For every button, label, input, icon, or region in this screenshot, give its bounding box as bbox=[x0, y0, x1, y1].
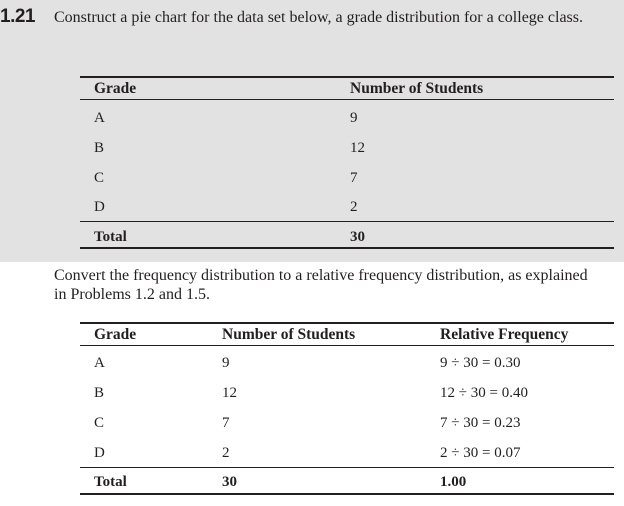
header-rule bbox=[80, 99, 614, 100]
table-cell-relative: 7 ÷ 30 = 0.23 bbox=[440, 415, 521, 431]
explanation-text: Convert the frequency distribution to a … bbox=[54, 267, 588, 303]
total-relative: 1.00 bbox=[440, 474, 467, 490]
table-bottom-rule bbox=[80, 247, 614, 249]
problem-statement: Construct a pie chart for the data set b… bbox=[54, 9, 583, 26]
table-cell-students: 12 bbox=[350, 140, 365, 156]
column-header-grade: Grade bbox=[94, 326, 137, 343]
table-cell-grade: C bbox=[94, 415, 105, 431]
total-label: Total bbox=[94, 474, 127, 490]
table-cell-grade: A bbox=[94, 355, 105, 371]
column-header-relative-frequency: Relative Frequency bbox=[440, 326, 569, 343]
table-cell-relative: 12 ÷ 30 = 0.40 bbox=[440, 385, 528, 401]
table-cell-students: 2 bbox=[350, 199, 358, 215]
table-cell-students: 2 bbox=[222, 445, 230, 461]
table-cell-grade: B bbox=[94, 140, 105, 156]
table-cell-grade: D bbox=[94, 199, 105, 215]
total-rule bbox=[80, 467, 614, 468]
problem-number: 1.21 bbox=[0, 6, 35, 27]
column-header-students: Number of Students bbox=[222, 326, 356, 343]
table-cell-students: 9 bbox=[350, 110, 358, 126]
header-rule bbox=[80, 345, 614, 346]
table-cell-grade: B bbox=[94, 385, 105, 401]
total-students: 30 bbox=[350, 229, 365, 245]
total-label: Total bbox=[94, 229, 127, 245]
table-cell-students: 9 bbox=[222, 355, 230, 371]
table-cell-students: 12 bbox=[222, 385, 237, 401]
table-top-rule bbox=[80, 76, 614, 78]
table-cell-relative: 9 ÷ 30 = 0.30 bbox=[440, 355, 521, 371]
table-cell-students: 7 bbox=[350, 170, 358, 186]
total-rule bbox=[80, 221, 614, 222]
table-cell-grade: A bbox=[94, 110, 105, 126]
table-cell-relative: 2 ÷ 30 = 0.07 bbox=[440, 445, 521, 461]
problem-panel bbox=[0, 0, 624, 262]
column-header-students: Number of Students bbox=[350, 80, 484, 97]
table-cell-grade: D bbox=[94, 445, 105, 461]
table-bottom-rule bbox=[80, 493, 614, 495]
column-header-grade: Grade bbox=[94, 80, 137, 97]
total-students: 30 bbox=[222, 474, 237, 490]
table-cell-students: 7 bbox=[222, 415, 230, 431]
table-cell-grade: C bbox=[94, 170, 105, 186]
table-top-rule bbox=[80, 322, 614, 324]
